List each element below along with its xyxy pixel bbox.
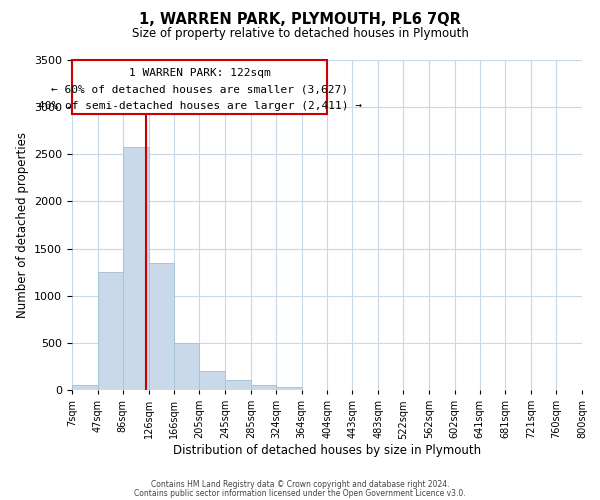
Text: 1 WARREN PARK: 122sqm: 1 WARREN PARK: 122sqm	[129, 68, 271, 78]
Bar	[251, 386, 276, 390]
Bar	[225, 380, 251, 390]
Bar	[98, 272, 123, 390]
Bar	[72, 386, 98, 390]
Text: 40% of semi-detached houses are larger (2,411) →: 40% of semi-detached houses are larger (…	[38, 100, 362, 110]
Text: 1, WARREN PARK, PLYMOUTH, PL6 7QR: 1, WARREN PARK, PLYMOUTH, PL6 7QR	[139, 12, 461, 28]
Bar	[72, 60, 328, 114]
Text: Size of property relative to detached houses in Plymouth: Size of property relative to detached ho…	[131, 28, 469, 40]
Bar	[123, 146, 149, 390]
Bar	[276, 387, 302, 390]
Bar	[149, 262, 174, 390]
Bar	[199, 371, 225, 390]
Bar	[174, 343, 199, 390]
Text: ← 60% of detached houses are smaller (3,627): ← 60% of detached houses are smaller (3,…	[51, 84, 348, 94]
X-axis label: Distribution of detached houses by size in Plymouth: Distribution of detached houses by size …	[173, 444, 481, 457]
Text: Contains public sector information licensed under the Open Government Licence v3: Contains public sector information licen…	[134, 488, 466, 498]
Text: Contains HM Land Registry data © Crown copyright and database right 2024.: Contains HM Land Registry data © Crown c…	[151, 480, 449, 489]
Y-axis label: Number of detached properties: Number of detached properties	[16, 132, 29, 318]
